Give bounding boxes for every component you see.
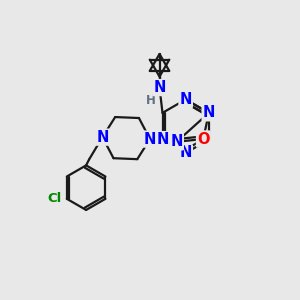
Text: N: N [179,92,192,107]
Text: N: N [156,132,169,147]
Text: N: N [153,80,166,95]
Text: N: N [202,105,215,120]
Text: Cl: Cl [47,192,62,205]
Text: N: N [170,134,183,149]
Text: N: N [96,130,109,145]
Text: N: N [179,146,192,160]
Text: O: O [197,131,209,146]
Text: H: H [146,94,155,107]
Text: N: N [144,132,156,147]
